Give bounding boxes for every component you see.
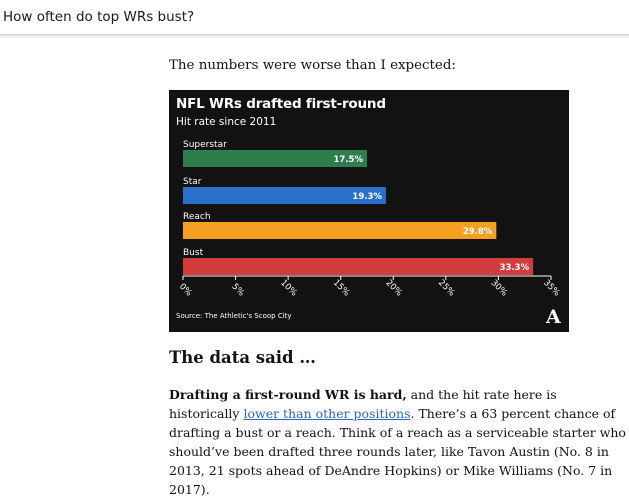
x-tick-label: 30%	[489, 278, 509, 298]
intro-text: The numbers were worse than I expected:	[169, 58, 456, 73]
line2-post: . There’s a 63 percent chance of	[410, 406, 616, 421]
x-tick-label: 35%	[541, 278, 561, 298]
athletic-logo-icon: A	[546, 306, 561, 328]
paragraph-line-2: historically lower than other positions.…	[169, 404, 615, 423]
data-label: 33.3%	[500, 263, 530, 273]
x-tick-label: 10%	[278, 278, 298, 298]
bar-star	[183, 187, 386, 204]
category-label: Superstar	[183, 140, 227, 150]
x-tick-label: 20%	[383, 278, 403, 298]
data-label: 19.3%	[352, 192, 382, 202]
category-label: Reach	[183, 212, 211, 222]
data-label: 29.8%	[463, 227, 493, 237]
paragraph-line-6: 2017).	[169, 482, 210, 497]
paragraph-line-3: drafting a bust or a reach. Think of a r…	[169, 425, 626, 440]
chart-source: Source: The Athletic's Scoop City	[176, 312, 292, 320]
bar-chart: Superstar 17.5% Star 19.3% Reach 29.8% Bust 33.…	[169, 90, 569, 332]
paragraph-line-1: Drafting a first-round WR is hard, and t…	[169, 385, 589, 404]
positions-link[interactable]: lower than other positions	[243, 406, 411, 421]
x-tick-label: 15%	[331, 278, 351, 298]
chart-svg: Superstar 17.5% Star 19.3% Reach 29.8% Bust 33.…	[177, 140, 562, 299]
paragraph-line-5: 2013, 21 spots ahead of DeAndre Hopkins)…	[169, 463, 613, 478]
page-title: How often do top WRs bust?	[3, 9, 195, 25]
bold-lead: Drafting a first-round WR is hard,	[169, 387, 407, 402]
x-tick-label: 5%	[230, 282, 247, 299]
x-tick-label: 25%	[436, 278, 456, 298]
section-heading: The data said …	[169, 348, 316, 367]
body-paragraph: Drafting a first-round WR is hard, and t…	[169, 385, 626, 499]
bar-bust	[183, 258, 534, 275]
bar-superstar	[183, 150, 367, 167]
x-tick-label: 0%	[177, 282, 194, 299]
category-label: Bust	[183, 248, 204, 258]
line1-rest: and the hit rate here is	[406, 387, 557, 402]
chart-title: NFL WRs drafted first-round	[176, 96, 386, 112]
line2-pre: historically	[169, 406, 244, 421]
data-label: 17.5%	[334, 155, 364, 165]
paragraph-line-4: should’ve been drafted three rounds late…	[169, 444, 609, 459]
chart-subtitle: Hit rate since 2011	[176, 116, 277, 128]
bar-reach	[183, 222, 497, 239]
title-bar: How often do top WRs bust?	[0, 0, 629, 35]
category-label: Star	[183, 177, 202, 187]
